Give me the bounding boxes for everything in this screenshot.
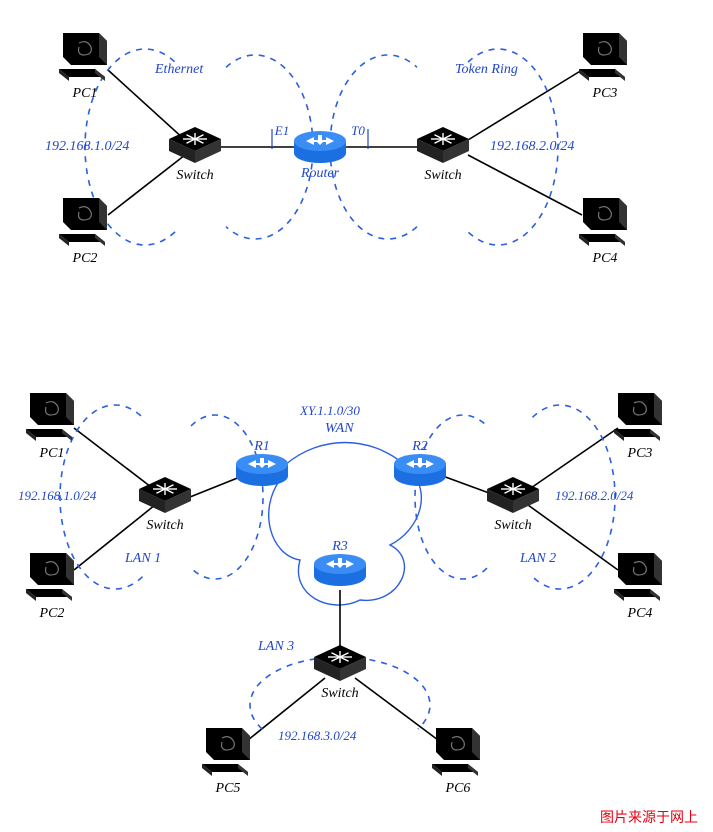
pc-label: PC2	[39, 606, 65, 621]
net-label: 192.168.2.0/24	[555, 488, 634, 503]
pc-label: PC4	[592, 251, 618, 266]
net-label: Ethernet	[154, 62, 204, 77]
pc-label: PC6	[445, 781, 471, 796]
link	[468, 70, 582, 140]
link	[108, 155, 185, 215]
pc-pc4	[579, 198, 627, 246]
pc-pc2	[59, 198, 107, 246]
pc-pc5	[202, 728, 250, 776]
net-label: LAN 2	[519, 551, 556, 566]
if-e1: E1	[274, 123, 289, 138]
net-label: 192.168.1.0/24	[45, 139, 129, 154]
pc-label: PC3	[627, 446, 653, 461]
net-label: 192.168.1.0/24	[18, 488, 97, 503]
switch-label: Switch	[176, 168, 213, 183]
pc-pc1b	[26, 393, 74, 441]
if-t0: T0	[351, 123, 365, 138]
router-r1	[236, 454, 288, 486]
net-label: WAN	[325, 421, 354, 436]
switch-label: Switch	[424, 168, 461, 183]
net-label: XY.1.1.0/30	[299, 403, 360, 418]
pc-pc3b	[614, 393, 662, 441]
pc-pc2b	[26, 553, 74, 601]
link	[108, 70, 185, 140]
pc-pc6	[432, 728, 480, 776]
link	[355, 678, 438, 740]
router-label: Router	[300, 166, 340, 181]
router-label: R1	[253, 439, 270, 454]
switch-sw3	[314, 645, 366, 681]
pc-label: PC3	[592, 86, 618, 101]
router-r3	[314, 554, 366, 586]
switch-sw2	[417, 127, 469, 163]
pc-label: PC4	[627, 606, 653, 621]
net-label: LAN 1	[124, 551, 161, 566]
switch-label: Switch	[494, 518, 531, 533]
router-r2	[394, 454, 446, 486]
router-label: R2	[411, 439, 428, 454]
switch-label: Switch	[321, 686, 358, 701]
net-label: 192.168.2.0/24	[490, 139, 574, 154]
pc-pc4b	[614, 553, 662, 601]
switch-label: Switch	[146, 518, 183, 533]
pc-label: PC1	[72, 86, 98, 101]
link	[528, 428, 618, 490]
pc-label: PC5	[215, 781, 241, 796]
pc-pc3	[579, 33, 627, 81]
net-label: Token Ring	[455, 62, 518, 77]
net-label: LAN 3	[257, 639, 294, 654]
router-r0	[294, 131, 346, 163]
pc-label: PC1	[39, 446, 65, 461]
pc-pc1	[59, 33, 107, 81]
switch-sw1b	[139, 477, 191, 513]
link	[468, 155, 582, 215]
router-label: R3	[331, 539, 348, 554]
net-label: 192.168.3.0/24	[278, 728, 357, 743]
pc-label: PC2	[72, 251, 98, 266]
footer-credit: 图片来源于网上	[600, 810, 698, 826]
link	[74, 428, 155, 490]
boundary-arc	[191, 415, 263, 579]
